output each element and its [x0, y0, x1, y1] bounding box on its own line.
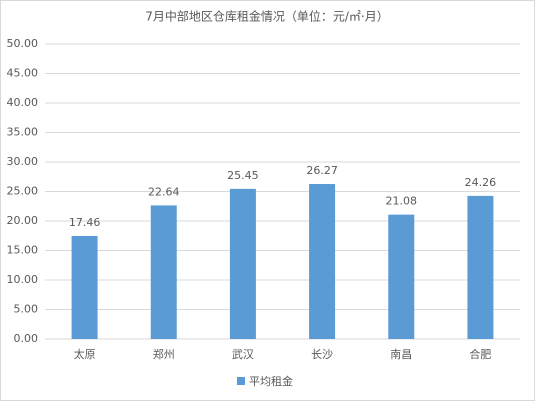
x-tick-label: 南昌 [390, 348, 412, 361]
bar [467, 195, 494, 339]
data-label: 25.45 [227, 169, 259, 182]
data-label: 26.27 [306, 164, 338, 177]
legend-swatch [237, 377, 245, 385]
legend-label: 平均租金 [249, 374, 293, 388]
y-tick-label: 5.00 [14, 303, 39, 316]
y-tick-label: 45.00 [7, 67, 39, 80]
x-tick-label: 太原 [74, 348, 96, 361]
y-tick-label: 0.00 [14, 332, 39, 345]
y-tick-label: 40.00 [7, 96, 39, 109]
data-label: 22.64 [148, 185, 180, 198]
y-tick-label: 35.00 [7, 126, 39, 139]
chart-title: 7月中部地区仓库租金情况（单位：元/㎡·月） [145, 9, 389, 24]
y-tick-label: 20.00 [7, 214, 39, 227]
y-tick-label: 15.00 [7, 244, 39, 257]
data-label: 24.26 [465, 176, 497, 189]
bar [229, 188, 256, 339]
x-tick-label: 长沙 [311, 348, 333, 361]
y-tick-label: 25.00 [7, 185, 39, 198]
x-tick-label: 合肥 [469, 347, 491, 361]
bar [388, 214, 415, 339]
bar [309, 184, 336, 339]
y-tick-label: 30.00 [7, 155, 39, 168]
x-tick-label: 郑州 [153, 347, 175, 361]
data-label: 17.46 [69, 216, 101, 229]
x-tick-label: 武汉 [232, 348, 254, 361]
bar [150, 205, 177, 339]
y-tick-label: 10.00 [7, 273, 39, 286]
y-tick-label: 50.00 [7, 37, 39, 50]
bar [71, 235, 98, 339]
data-label: 21.08 [386, 195, 418, 208]
